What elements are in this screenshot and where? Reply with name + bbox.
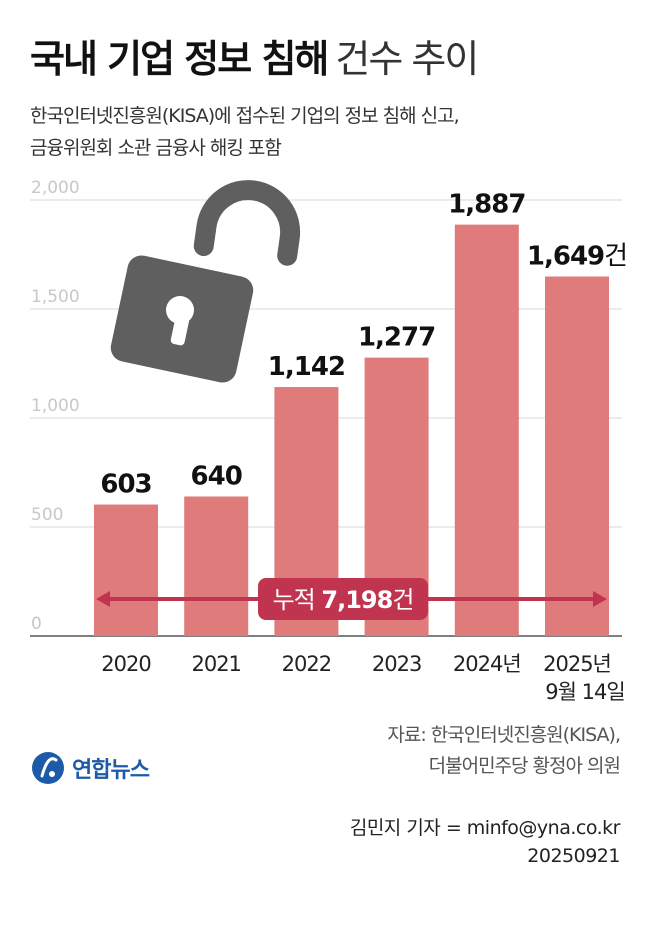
cumulative-prefix: 누적 <box>273 586 322 614</box>
subtitle: 한국인터넷진흥원(KISA)에 접수된 기업의 정보 침해 신고, 금융위원회 … <box>30 100 620 164</box>
x-tick-label: 2022 <box>282 652 331 676</box>
byline-reporter: 김민지 기자 = minfo@yna.co.kr <box>349 817 621 839</box>
title-bold: 국내 기업 정보 침해 <box>30 37 329 81</box>
y-tick-labels: 0 500 1,000 1,500 2,000 <box>31 180 80 634</box>
value-label: 1,142 <box>268 352 345 382</box>
value-unit: 건 <box>604 242 627 272</box>
logo-text: 연합뉴스 <box>72 758 150 783</box>
yonhap-logo-icon <box>32 752 64 784</box>
open-padlock-icon <box>110 180 301 383</box>
value-label: 1,649건 <box>527 242 627 272</box>
value-label: 1,277 <box>358 323 435 353</box>
source-note: 자료: 한국인터넷진흥원(KISA), 더불어민주당 황정아 의원 <box>387 720 621 782</box>
value-label: 640 <box>191 461 242 491</box>
cumulative-label: 누적 7,198건 <box>273 586 414 614</box>
byline-date: 20250921 <box>527 845 620 867</box>
x-tick-label: 2020 <box>101 652 150 676</box>
x-tick-labels: 2020 2021 2022 2023 2024년 2025년 9월 14일 <box>101 652 625 704</box>
value-label: 603 <box>100 470 151 500</box>
subtitle-line-2: 금융위원회 소관 금융사 해킹 포함 <box>30 137 282 159</box>
x-tick-label: 2023 <box>372 652 421 676</box>
bar <box>545 276 609 636</box>
cumulative-value: 7,198 <box>321 586 392 614</box>
x-tick-label: 2021 <box>191 652 240 676</box>
cumulative-annotation: 누적 7,198건 <box>96 578 607 620</box>
y-tick-label: 1,000 <box>31 396 80 416</box>
cumulative-badge <box>258 578 428 620</box>
bar <box>454 224 519 636</box>
y-tick-label: 500 <box>31 505 63 525</box>
source-line-1: 자료: 한국인터넷진흥원(KISA), <box>387 724 621 746</box>
x-tick-sublabel: 9월 14일 <box>545 680 624 704</box>
y-tick-label: 0 <box>31 614 42 634</box>
y-tick-label: 2,000 <box>31 180 80 198</box>
page-title: 국내 기업 정보 침해 건수 추이 <box>30 28 479 83</box>
subtitle-line-1: 한국인터넷진흥원(KISA)에 접수된 기업의 정보 침해 신고, <box>30 105 460 127</box>
source-line-2: 더불어민주당 황정아 의원 <box>428 755 621 777</box>
y-tick-label: 1,500 <box>31 287 80 307</box>
byline: 김민지 기자 = minfo@yna.co.kr 20250921 <box>349 814 621 870</box>
x-tick-label: 2025년 <box>543 652 611 676</box>
cumulative-unit: 건 <box>392 586 413 614</box>
arrow-right-head <box>593 591 607 607</box>
yonhap-logo: 연합뉴스 <box>30 748 150 788</box>
value-label: 1,887 <box>448 190 525 220</box>
bar <box>94 504 158 636</box>
bar-chart: 0 500 1,000 1,500 2,000 603 640 1,142 1,277 1,88… <box>30 180 628 704</box>
title-light: 건수 추이 <box>335 37 479 81</box>
x-tick-label: 2024년 <box>453 652 521 676</box>
bar <box>184 496 249 636</box>
arrow-left-head <box>96 591 110 607</box>
